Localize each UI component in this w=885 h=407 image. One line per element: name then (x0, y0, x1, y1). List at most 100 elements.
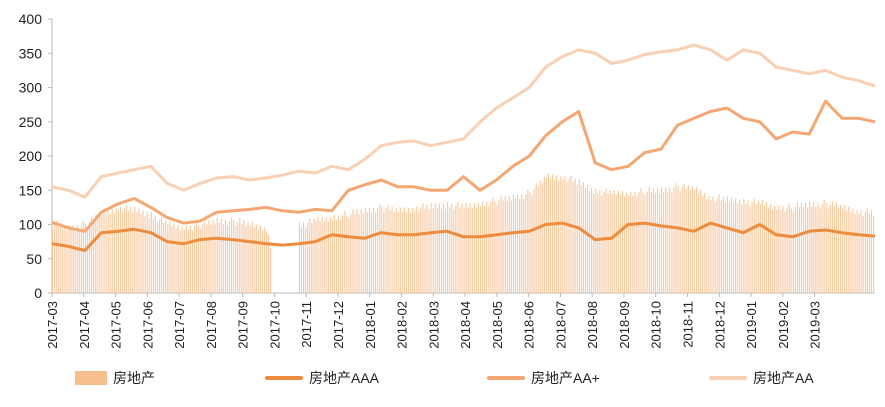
y-tick-label: 300 (19, 80, 43, 96)
bar (675, 183, 677, 293)
bar (533, 189, 535, 293)
bar (796, 202, 798, 293)
bar (784, 211, 786, 293)
bar (185, 225, 187, 293)
bar (759, 203, 761, 293)
bar (189, 225, 191, 293)
bar (475, 207, 477, 293)
series-line-房地产AAA (51, 221, 876, 252)
bar (128, 210, 130, 293)
bar (704, 192, 706, 293)
bar (599, 190, 601, 293)
bar (370, 212, 373, 293)
bar (519, 198, 521, 293)
bar (663, 191, 665, 293)
bar (842, 208, 844, 293)
bar (864, 212, 866, 293)
bar (498, 200, 500, 293)
bar (389, 210, 391, 293)
bar (298, 222, 301, 293)
bar (68, 224, 70, 293)
bar (607, 193, 609, 293)
bar (237, 221, 239, 293)
bar (730, 197, 733, 293)
bar (183, 229, 185, 293)
bar (379, 203, 381, 293)
bar (860, 210, 862, 293)
bar (850, 212, 852, 293)
bar (424, 208, 426, 293)
bar (140, 214, 142, 293)
bar (372, 208, 375, 293)
bar (191, 230, 194, 293)
bar (109, 213, 111, 293)
bar (249, 225, 251, 293)
bar (467, 207, 469, 293)
bar (348, 218, 350, 293)
bar (91, 216, 93, 293)
bar (821, 203, 823, 293)
bar (825, 202, 827, 293)
legend-swatch (265, 376, 303, 380)
bar (858, 213, 860, 293)
bar (494, 201, 496, 293)
bar (547, 173, 549, 293)
bar (200, 228, 202, 293)
bar (130, 206, 132, 293)
bar (712, 196, 714, 293)
bar (449, 207, 451, 293)
bar (504, 195, 506, 293)
bar (233, 220, 235, 293)
bar (844, 204, 846, 293)
legend-label: 房地产AAA (309, 370, 380, 386)
bar (154, 215, 157, 293)
bar (646, 191, 648, 293)
bar (175, 228, 177, 293)
bar (537, 186, 539, 293)
bar (126, 204, 128, 293)
bar (770, 204, 772, 293)
bar (383, 211, 385, 293)
x-tick-label: 2017-03 (45, 301, 60, 349)
x-tick-label: 2018-05 (490, 301, 505, 349)
x-tick-label: 2017-04 (77, 301, 92, 349)
bar (405, 212, 408, 293)
bar (737, 203, 739, 293)
bar (375, 212, 377, 293)
bar (755, 204, 757, 293)
bar (529, 192, 531, 293)
bar (628, 195, 630, 293)
bar (611, 193, 613, 293)
bar (121, 212, 124, 293)
series-line-房地产AA+ (51, 99, 876, 233)
bar (728, 201, 731, 293)
bar (198, 225, 200, 293)
bar (442, 203, 445, 293)
bar (255, 223, 257, 293)
bar (700, 189, 702, 293)
legend-label: 房地产 (113, 370, 155, 386)
bar (387, 204, 389, 293)
x-tick-label: 2018-01 (363, 301, 378, 349)
bar (457, 201, 459, 293)
bar (337, 215, 340, 293)
bar (56, 221, 58, 293)
bar (181, 226, 183, 293)
bar (261, 231, 263, 293)
bar (420, 207, 422, 293)
bar (636, 196, 638, 293)
bar (432, 207, 434, 293)
bar (58, 226, 60, 293)
x-tick-label: 2017-06 (140, 301, 155, 349)
bar (212, 219, 214, 293)
bar (124, 208, 126, 293)
bar (167, 224, 169, 293)
bar (193, 225, 196, 293)
bar (158, 219, 161, 293)
bar (307, 222, 309, 293)
bar (241, 223, 243, 293)
bar (78, 229, 80, 293)
bar (661, 187, 663, 293)
bar (790, 208, 792, 293)
bar (335, 219, 338, 293)
